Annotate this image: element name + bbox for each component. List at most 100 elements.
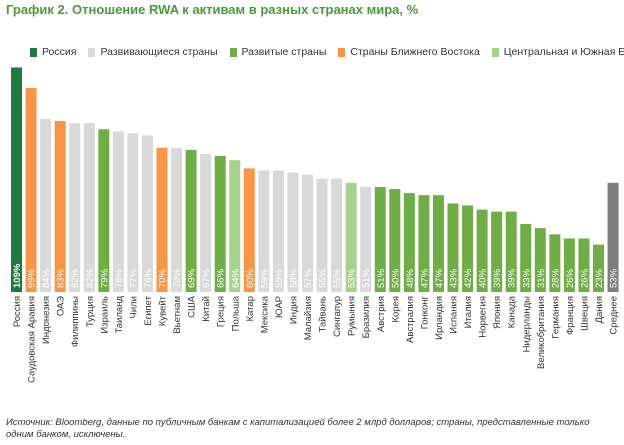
bar — [418, 195, 430, 292]
bar — [214, 156, 226, 292]
bar — [200, 153, 212, 292]
category-label: Гонконг — [419, 295, 430, 329]
data-label: 43% — [449, 268, 460, 288]
category-label: Малайзия — [303, 296, 314, 340]
data-label: 77% — [128, 268, 139, 288]
category-label: ОАЭ — [56, 296, 67, 316]
bar — [141, 135, 153, 292]
data-label: 42% — [463, 268, 474, 288]
legend-item: Развивающиеся страны — [88, 46, 218, 58]
source-note: Источник: Bloomberg, данные по публичным… — [6, 417, 590, 440]
legend-label: Развивающиеся страны — [100, 46, 218, 58]
bar — [374, 186, 386, 292]
category-label: Египет — [143, 295, 154, 325]
data-label: 53% — [347, 268, 358, 288]
data-label: 82% — [70, 268, 81, 288]
data-label: 78% — [114, 268, 125, 288]
bar — [127, 133, 139, 292]
bar — [462, 205, 474, 292]
data-label: 55% — [332, 268, 343, 288]
data-label: 70% — [158, 268, 169, 288]
category-label: Греция — [216, 296, 227, 327]
data-label: 48% — [405, 268, 416, 288]
category-label: Корея — [390, 296, 401, 323]
category-label: Норвегия — [478, 296, 489, 338]
category-label: Дания — [594, 296, 605, 323]
legend-item: Центральная и Южная Европа — [491, 46, 624, 58]
category-label: Турция — [85, 296, 96, 327]
chart-legend: Россия Развивающиеся страны Развитые стран… — [30, 44, 624, 60]
data-label: 57% — [303, 268, 314, 288]
data-label: 51% — [376, 268, 387, 288]
category-label: Германия — [550, 296, 561, 339]
bar — [491, 211, 503, 292]
bar — [25, 88, 37, 292]
bar — [112, 131, 124, 292]
legend-swatch — [338, 47, 346, 57]
category-label: США — [187, 295, 198, 318]
category-label: Румыния — [347, 296, 358, 336]
data-label: 84% — [41, 268, 52, 288]
data-label: 99% — [27, 268, 38, 288]
data-label: 83% — [56, 268, 67, 288]
data-label: 40% — [478, 268, 489, 288]
bar — [83, 123, 95, 292]
data-label: 33% — [521, 268, 532, 288]
bar — [389, 189, 401, 292]
bar — [98, 129, 110, 292]
data-label: 23% — [594, 268, 605, 288]
bar — [316, 178, 328, 292]
category-label: Нидерланды — [521, 296, 532, 353]
data-label: 50% — [390, 268, 401, 288]
category-label: Среднее — [609, 296, 620, 335]
bar — [534, 228, 546, 292]
bar — [40, 118, 52, 293]
legend-label: Центральная и Южная Европа — [503, 46, 624, 58]
bar — [11, 67, 22, 293]
category-label: Польша — [230, 295, 241, 331]
bar — [360, 186, 372, 292]
chart-title: График 2. Отношение RWA к активам в разн… — [6, 2, 419, 17]
bar — [447, 203, 459, 292]
bar — [243, 168, 255, 292]
category-label: Австралия — [405, 296, 416, 343]
data-label: 26% — [579, 268, 590, 288]
data-label: 39% — [507, 268, 518, 288]
category-label: ЮАР — [274, 296, 285, 318]
data-label: 59% — [274, 268, 285, 288]
bar — [331, 178, 343, 292]
bar — [258, 170, 270, 292]
data-label: 67% — [201, 268, 212, 288]
data-label: 109% — [12, 263, 23, 288]
bar — [476, 209, 488, 292]
category-label: Китай — [201, 296, 212, 322]
category-label: Филиппины — [70, 296, 81, 347]
category-label: Япония — [492, 296, 503, 329]
data-label: 70% — [172, 268, 183, 288]
bar — [578, 238, 590, 292]
legend-item: Развитые страны — [229, 46, 326, 58]
bar — [593, 244, 604, 292]
data-label: 26% — [565, 268, 576, 288]
category-label: Франция — [565, 296, 576, 335]
data-label: 79% — [99, 268, 110, 288]
data-label: 64% — [230, 268, 241, 288]
category-label: Бразилия — [361, 296, 372, 338]
category-label: Тайвань — [318, 296, 329, 332]
legend-swatch — [491, 47, 499, 57]
bar — [54, 121, 66, 293]
legend-swatch — [229, 47, 237, 57]
data-label: 58% — [288, 268, 299, 288]
category-label: Чили — [128, 296, 139, 319]
data-label: 82% — [85, 268, 96, 288]
category-label: Великобритания — [536, 296, 547, 369]
bar — [432, 195, 444, 292]
category-label: Индия — [288, 296, 299, 324]
bar — [505, 211, 517, 292]
data-label: 28% — [550, 268, 561, 288]
bar — [520, 224, 532, 292]
bar — [345, 182, 357, 292]
category-label: Катар — [245, 296, 256, 321]
data-label: 60% — [245, 268, 256, 288]
